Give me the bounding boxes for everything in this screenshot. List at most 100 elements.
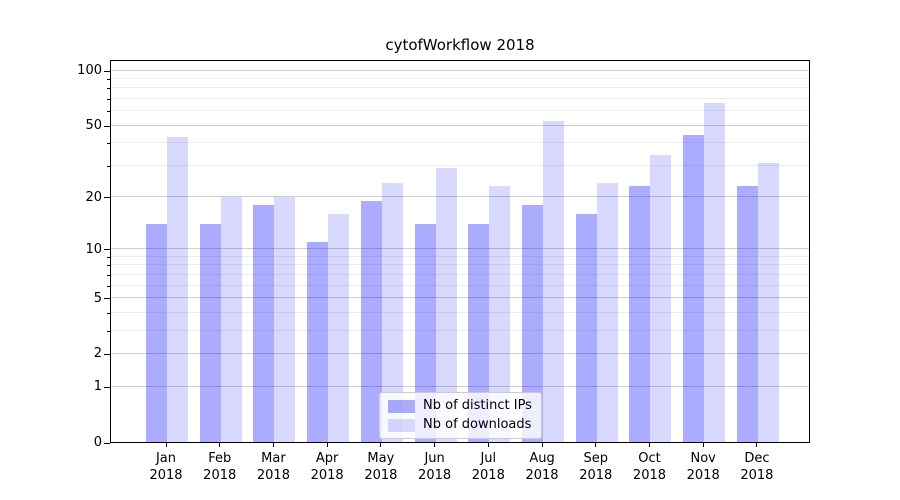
bar-distinct-ips (629, 185, 651, 442)
bar-distinct-ips (146, 223, 167, 442)
bar-downloads (650, 155, 672, 442)
y-tick-mark (104, 125, 110, 127)
y-tick-mark (104, 442, 110, 444)
gridline-minor (111, 87, 809, 89)
y-minor-tick-mark (107, 111, 110, 113)
gridline-minor (111, 142, 809, 144)
y-minor-tick-mark (107, 256, 110, 258)
gridline-minor (111, 329, 809, 331)
y-minor-tick-mark (107, 143, 110, 145)
x-tick-label: Sep 2018 (579, 451, 613, 483)
y-tick-mark (104, 298, 110, 300)
x-tick-mark (756, 443, 758, 447)
bar-downloads (489, 185, 511, 442)
gridline-major (111, 196, 809, 198)
y-tick-mark (104, 70, 110, 72)
y-tick-label: 1 (93, 379, 102, 395)
x-tick-label: Dec 2018 (740, 451, 774, 483)
bar-distinct-ips (307, 241, 329, 442)
legend-item-downloads: Nb of downloads (388, 417, 532, 433)
x-tick-mark (380, 443, 382, 447)
gridline-minor (111, 164, 809, 166)
legend: Nb of distinct IPs Nb of downloads (379, 392, 542, 439)
gridline-minor (111, 110, 809, 112)
y-minor-tick-mark (107, 78, 110, 80)
gridline-minor (111, 311, 809, 313)
x-tick-mark (434, 443, 436, 447)
legend-label-downloads: Nb of downloads (423, 417, 532, 432)
y-tick-label: 100 (77, 63, 102, 79)
x-tick-label: Jun 2018 (418, 451, 452, 483)
y-minor-tick-mark (107, 285, 110, 287)
bar-distinct-ips (360, 200, 382, 442)
bar-distinct-ips (253, 204, 275, 442)
y-tick-mark (104, 249, 110, 251)
bar-downloads (543, 120, 565, 442)
y-tick-mark (104, 197, 110, 199)
y-tick-label: 50 (85, 118, 102, 134)
x-tick-mark (702, 443, 704, 447)
x-tick-mark (165, 443, 167, 447)
bar-downloads (757, 162, 779, 442)
bar-downloads (274, 196, 296, 442)
gridline-minor (111, 77, 809, 79)
bar-downloads (220, 196, 242, 442)
gridline-major (111, 69, 809, 71)
y-minor-tick-mark (107, 265, 110, 267)
y-minor-tick-mark (107, 312, 110, 314)
bar-downloads (328, 213, 350, 442)
x-tick-mark (541, 443, 543, 447)
plot-area (110, 60, 810, 443)
x-tick-mark (219, 443, 221, 447)
y-minor-tick-mark (107, 274, 110, 276)
y-tick-label: 5 (93, 290, 102, 306)
gridline-minor (111, 284, 809, 286)
y-tick-mark (104, 353, 110, 355)
y-minor-tick-mark (107, 165, 110, 167)
x-tick-label: Oct 2018 (632, 451, 667, 483)
bar-downloads (704, 103, 726, 442)
x-tick-label: Feb 2018 (203, 451, 237, 483)
x-tick-mark (487, 443, 489, 447)
gridline-major (111, 297, 809, 299)
legend-label-distinct-ips: Nb of distinct IPs (423, 398, 532, 413)
bar-distinct-ips (468, 223, 490, 442)
x-tick-label: Mar 2018 (256, 451, 290, 483)
y-tick-label: 0 (93, 435, 102, 450)
x-tick-label: Jul 2018 (471, 451, 505, 483)
x-tick-mark (648, 443, 650, 447)
gridline-minor (111, 264, 809, 266)
gridline-minor (111, 97, 809, 99)
y-tick-label: 2 (93, 346, 102, 362)
legend-item-distinct-ips: Nb of distinct IPs (388, 398, 532, 414)
x-tick-label: Jan 2018 (149, 451, 183, 483)
bar-distinct-ips (522, 204, 544, 442)
bar-distinct-ips (414, 223, 436, 442)
x-tick-label: Apr 2018 (310, 451, 344, 483)
gridline-major (111, 124, 809, 126)
bar-downloads (167, 137, 188, 442)
bar-distinct-ips (736, 185, 758, 442)
x-tick-label: May 2018 (364, 451, 398, 483)
legend-swatch-distinct-ips (388, 399, 415, 413)
x-tick-mark (595, 443, 597, 447)
bar-distinct-ips (199, 223, 221, 442)
bar-downloads (596, 182, 618, 442)
x-tick-mark (326, 443, 328, 447)
x-tick-label: Nov 2018 (686, 451, 720, 483)
gridline-major (111, 385, 809, 387)
chart-title: cytofWorkflow 2018 (385, 36, 535, 54)
gridline-major (111, 352, 809, 354)
y-tick-label: 20 (85, 189, 102, 205)
legend-swatch-downloads (388, 418, 415, 432)
y-minor-tick-mark (107, 88, 110, 90)
bar-distinct-ips (575, 213, 597, 442)
bar-downloads (381, 182, 403, 442)
gridline-minor (111, 273, 809, 275)
x-tick-mark (272, 443, 274, 447)
x-tick-label: Aug 2018 (525, 451, 559, 483)
gridline-major (111, 248, 809, 250)
y-minor-tick-mark (107, 98, 110, 100)
y-tick-mark (104, 386, 110, 388)
